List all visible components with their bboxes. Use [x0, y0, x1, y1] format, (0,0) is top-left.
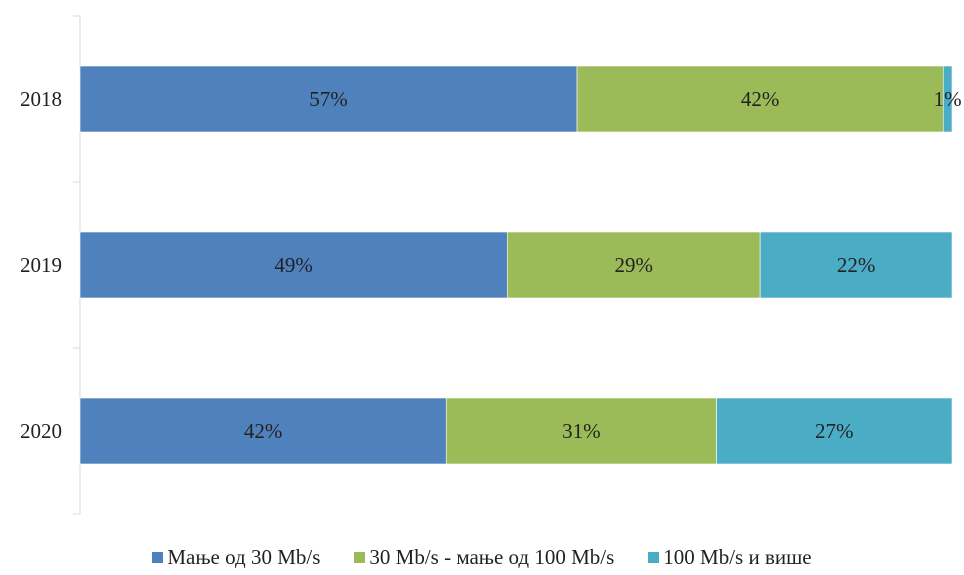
data-label: 42% [244, 419, 283, 443]
data-label: 57% [309, 87, 348, 111]
legend-swatch [648, 551, 660, 563]
legend-item-100-plus: 100 Mb/s и више [648, 544, 812, 570]
bar-segment [716, 397, 953, 465]
tick-label: 2018 [20, 87, 62, 111]
bar-segment [445, 397, 717, 465]
bar-segment [79, 397, 447, 465]
legend-item-30-to-100: 30 Mb/s - мање од 100 Mb/s [354, 545, 614, 570]
data-label-group: 57% 42% 1% 49% 29% 22% 42% 31% 27% [244, 87, 962, 443]
data-label: 42% [741, 87, 780, 111]
legend-label: 100 Mb/s и више [663, 544, 812, 569]
bar-segment [942, 65, 953, 133]
bar-segment [576, 65, 944, 133]
legend-swatch [152, 551, 164, 563]
legend-swatch [354, 551, 366, 563]
data-label: 27% [815, 419, 854, 443]
tick-label: 2020 [20, 419, 62, 443]
tick-label: 2019 [20, 253, 62, 277]
data-label: 22% [837, 253, 876, 277]
bar-segment [79, 231, 508, 299]
bar-segment [506, 231, 761, 299]
data-label: 49% [274, 253, 313, 277]
data-label: 29% [614, 253, 653, 277]
legend-label: 30 Mb/s - мање од 100 Mb/s [369, 544, 615, 569]
legend: Мање од 30 Mb/s 30 Mb/s - мање од 100 Mb… [0, 542, 964, 572]
bar-group [79, 65, 953, 465]
legend-item-under-30: Мање од 30 Mb/s [152, 545, 320, 570]
data-label: 1% [934, 87, 962, 111]
category-axis [73, 15, 81, 515]
data-label: 31% [562, 419, 601, 443]
tick-label-group: 2018 2019 2020 [20, 87, 62, 443]
legend-label: Мање од 30 Mb/s [167, 544, 321, 569]
stacked-bar-chart: 57% 42% 1% 49% 29% 22% 42% 31% 27% 2018 2019 2020 [20, 15, 962, 515]
bar-segment [79, 65, 578, 133]
bar-segment [759, 231, 953, 299]
